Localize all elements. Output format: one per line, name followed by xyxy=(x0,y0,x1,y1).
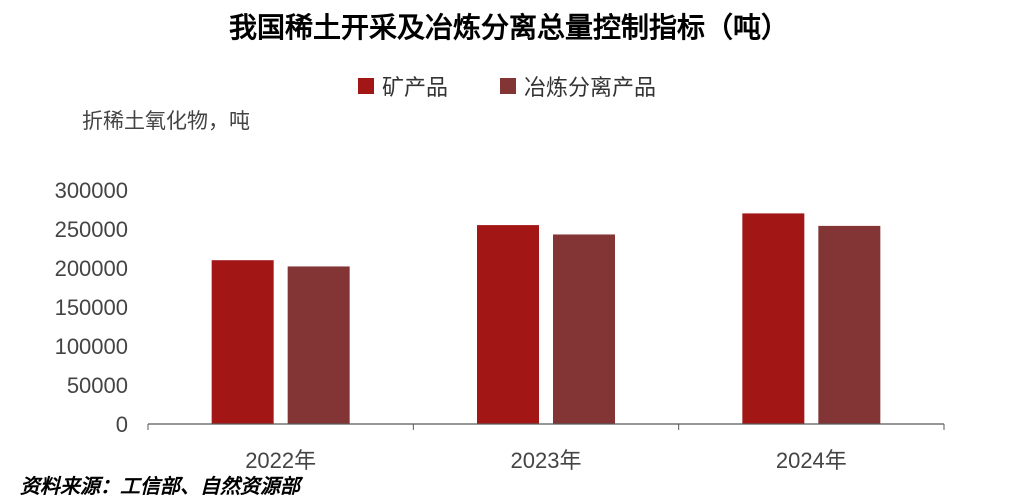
bar-ore-2 xyxy=(742,213,805,424)
y-tick-label-6: 300000 xyxy=(55,178,128,203)
bar-ore-0 xyxy=(211,260,274,424)
legend: 矿产品 冶炼分离产品 xyxy=(358,76,656,101)
y-tick-label-5: 250000 xyxy=(55,217,128,242)
y-tick-label-0: 0 xyxy=(116,412,128,437)
bars xyxy=(211,213,881,424)
y-tick-label-4: 200000 xyxy=(55,256,128,281)
y-tick-label-3: 150000 xyxy=(55,295,128,320)
bar-smelting-2 xyxy=(818,225,881,424)
source-note: 资料来源：工信部、自然资源部 xyxy=(20,474,304,498)
x-category-label-0: 2022年 xyxy=(245,448,316,473)
x-category-label-1: 2023年 xyxy=(511,448,582,473)
legend-swatch-smelting xyxy=(500,78,516,94)
legend-label-smelting: 冶炼分离产品 xyxy=(524,76,656,101)
x-axis-ticks: 2022年 2023年 2024年 xyxy=(147,424,945,473)
bar-smelting-1 xyxy=(553,234,615,424)
y-tick-label-2: 100000 xyxy=(55,334,128,359)
x-category-label-2: 2024年 xyxy=(776,448,847,473)
y-axis-unit-label: 折稀土氧化物，吨 xyxy=(82,109,250,133)
legend-label-ore: 矿产品 xyxy=(382,76,448,101)
y-tick-label-1: 50000 xyxy=(67,373,128,398)
legend-swatch-ore xyxy=(358,78,374,94)
bar-ore-1 xyxy=(477,225,539,424)
chart-title: 我国稀土开采及冶炼分离总量控制指标（吨） xyxy=(229,11,789,44)
bar-smelting-0 xyxy=(287,266,350,424)
y-axis-ticks: 0 50000 100000 150000 200000 250000 300000 xyxy=(55,178,128,437)
